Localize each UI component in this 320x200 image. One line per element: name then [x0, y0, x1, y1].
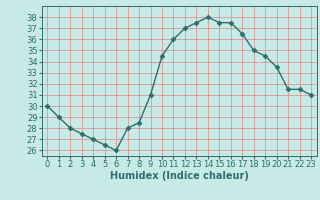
X-axis label: Humidex (Indice chaleur): Humidex (Indice chaleur) — [110, 171, 249, 181]
